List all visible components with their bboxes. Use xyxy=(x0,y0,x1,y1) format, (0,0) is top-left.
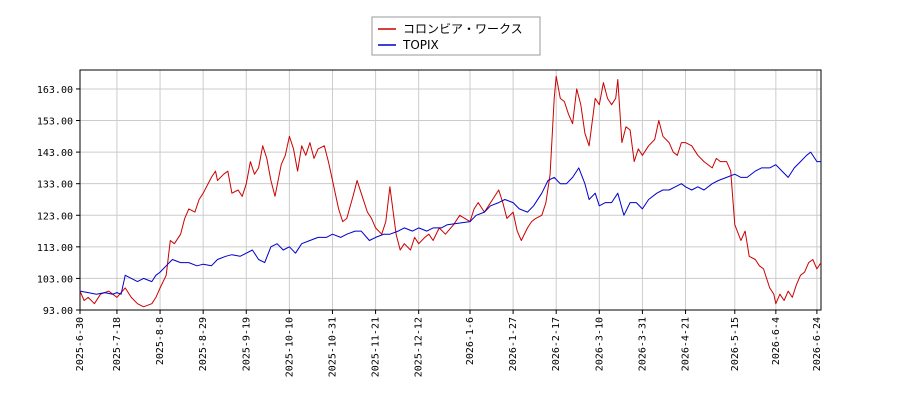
y-tick-label: 93.00 xyxy=(43,306,73,317)
plot-area xyxy=(79,69,822,311)
x-tick-label: 2025-9-19 xyxy=(241,317,252,371)
x-tick-label: 2026-6-4 xyxy=(771,317,782,365)
x-tick-label: 2026-2-17 xyxy=(551,317,562,371)
y-tick-label: 123.00 xyxy=(37,211,73,222)
grid xyxy=(79,70,821,311)
x-tick-label: 2026-3-10 xyxy=(594,317,605,371)
y-tick-label: 153.00 xyxy=(37,117,73,128)
series-line-0 xyxy=(79,75,822,308)
x-tick-label: 2026-4-21 xyxy=(681,317,692,371)
x-tick-label: 2026-3-31 xyxy=(637,317,648,371)
legend-box xyxy=(371,16,541,56)
series-layer xyxy=(79,75,822,308)
legend-label-0: コロンビア・ワークス xyxy=(403,22,523,36)
x-tick-label: 2025-10-10 xyxy=(284,317,295,377)
y-tick-label: 103.00 xyxy=(37,274,73,285)
y-tick-label: 133.00 xyxy=(37,180,73,191)
legend: コロンビア・ワークス TOPIX xyxy=(371,16,541,56)
x-tick-label: 2026-6-24 xyxy=(812,317,823,371)
x-axis: 2025-6-30 2025-7-18 2025-8-8 2025-8-29 2025-… xyxy=(75,310,823,377)
x-tick-label: 2025-11-21 xyxy=(371,317,382,377)
x-tick-label: 2025-12-12 xyxy=(414,317,425,377)
x-tick-label: 2025-8-29 xyxy=(198,317,209,371)
x-tick-label: 2025-7-18 xyxy=(112,317,123,371)
y-axis: 163.00 153.00 143.00 133.00 123.00 113.00 103.… xyxy=(37,85,80,317)
series-line-1 xyxy=(79,151,821,295)
legend-label-1: TOPIX xyxy=(402,38,439,52)
x-tick-label: 2026-1-27 xyxy=(508,317,519,371)
y-tick-label: 113.00 xyxy=(37,243,73,254)
x-tick-label: 2025-8-8 xyxy=(155,317,166,365)
y-tick-label: 163.00 xyxy=(37,85,73,96)
y-tick-label: 143.00 xyxy=(37,148,73,159)
x-tick-label: 2026-5-15 xyxy=(730,317,741,371)
x-tick-label: 2026-1-6 xyxy=(465,317,476,365)
x-tick-label: 2025-6-30 xyxy=(75,317,86,371)
x-tick-label: 2025-10-31 xyxy=(327,317,338,377)
